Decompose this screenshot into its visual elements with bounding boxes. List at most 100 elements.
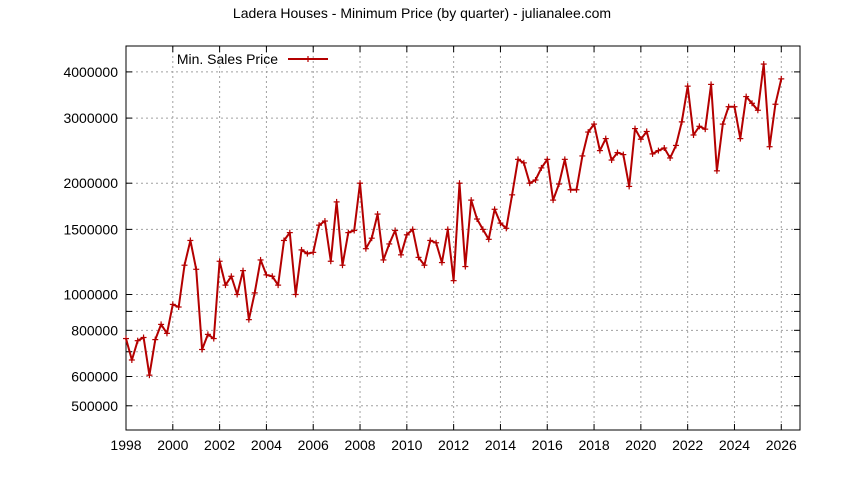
data-point xyxy=(532,177,539,184)
data-point xyxy=(380,256,387,263)
data-point xyxy=(497,220,504,227)
data-point xyxy=(485,236,492,243)
data-point xyxy=(591,121,598,128)
x-tick-label: 2002 xyxy=(204,437,235,453)
data-point xyxy=(514,156,521,163)
data-point xyxy=(661,145,668,152)
data-point xyxy=(216,258,223,265)
data-point xyxy=(158,321,165,328)
x-tick-label: 2008 xyxy=(344,437,375,453)
data-point xyxy=(538,164,545,171)
data-point xyxy=(520,159,527,166)
data-point xyxy=(245,316,252,323)
data-point xyxy=(573,186,580,193)
data-point xyxy=(368,235,375,242)
data-point xyxy=(392,227,399,234)
data-point xyxy=(684,83,691,90)
data-point xyxy=(263,271,270,278)
data-point xyxy=(257,256,264,263)
data-point xyxy=(181,262,188,269)
data-point xyxy=(474,216,481,223)
data-point xyxy=(193,266,200,273)
data-point xyxy=(228,273,235,280)
x-tick-label: 2014 xyxy=(485,437,516,453)
data-point xyxy=(304,250,311,257)
x-tick-label: 1998 xyxy=(110,437,141,453)
data-point xyxy=(146,372,153,379)
data-point xyxy=(234,291,241,298)
data-point xyxy=(327,258,334,265)
data-point xyxy=(321,218,328,225)
x-tick-label: 2004 xyxy=(251,437,282,453)
data-point xyxy=(713,167,720,174)
data-point xyxy=(626,183,633,190)
data-point xyxy=(351,227,358,234)
data-point xyxy=(462,263,469,270)
data-point xyxy=(251,289,258,296)
data-point xyxy=(409,226,416,233)
y-tick-label: 2000000 xyxy=(63,175,118,191)
axis-ticks: 1998 2000 2002 2004 2006 2008 2010 2012 2014 2016… xyxy=(63,46,800,453)
legend-label: Min. Sales Price xyxy=(177,51,278,67)
data-point xyxy=(754,107,761,114)
x-tick-label: 2022 xyxy=(672,437,703,453)
data-point xyxy=(737,135,744,142)
data-point xyxy=(731,103,738,110)
data-point xyxy=(649,150,656,157)
data-point xyxy=(450,277,457,284)
data-point xyxy=(655,147,662,154)
y-tick-label: 600000 xyxy=(71,369,118,385)
data-point xyxy=(427,237,434,244)
data-point xyxy=(152,336,159,343)
x-tick-label: 2016 xyxy=(532,437,563,453)
data-point xyxy=(719,121,726,128)
data-point xyxy=(772,101,779,108)
data-point xyxy=(298,246,305,253)
data-point xyxy=(134,337,141,344)
y-tick-label: 500000 xyxy=(71,398,118,414)
y-tick-label: 800000 xyxy=(71,322,118,338)
data-point xyxy=(491,206,498,213)
data-point xyxy=(749,100,756,107)
data-point xyxy=(456,180,463,187)
x-tick-label: 2000 xyxy=(157,437,188,453)
data-point xyxy=(286,229,293,236)
y-tick-label: 1000000 xyxy=(63,286,118,302)
data-point xyxy=(702,126,709,133)
data-point xyxy=(292,291,299,298)
data-point xyxy=(760,61,767,68)
data-point xyxy=(333,198,340,205)
data-point xyxy=(632,125,639,132)
data-point xyxy=(555,180,562,187)
data-point xyxy=(637,136,644,143)
data-point xyxy=(585,129,592,136)
data-point xyxy=(725,103,732,110)
data-point xyxy=(199,346,206,353)
data-point xyxy=(280,237,287,244)
data-point xyxy=(667,154,674,161)
data-point xyxy=(778,75,785,82)
data-point xyxy=(421,262,428,269)
x-tick-label: 2018 xyxy=(578,437,609,453)
data-point xyxy=(362,245,369,252)
data-point xyxy=(275,282,282,289)
data-point xyxy=(316,222,323,229)
data-point xyxy=(526,180,533,187)
data-point xyxy=(415,254,422,261)
data-point xyxy=(567,186,574,193)
data-point xyxy=(187,237,194,244)
grid xyxy=(125,46,800,430)
data-point xyxy=(444,226,451,233)
data-point xyxy=(596,147,603,154)
data-point xyxy=(620,151,627,158)
data-point xyxy=(240,267,247,274)
y-tick-label: 3000000 xyxy=(63,110,118,126)
legend: Min. Sales Price xyxy=(177,51,328,67)
data-point xyxy=(690,132,697,139)
data-point xyxy=(169,301,176,308)
data-point xyxy=(608,157,615,164)
y-tick-label: 1500000 xyxy=(63,221,118,237)
data-point xyxy=(374,211,381,218)
data-point xyxy=(204,331,211,338)
